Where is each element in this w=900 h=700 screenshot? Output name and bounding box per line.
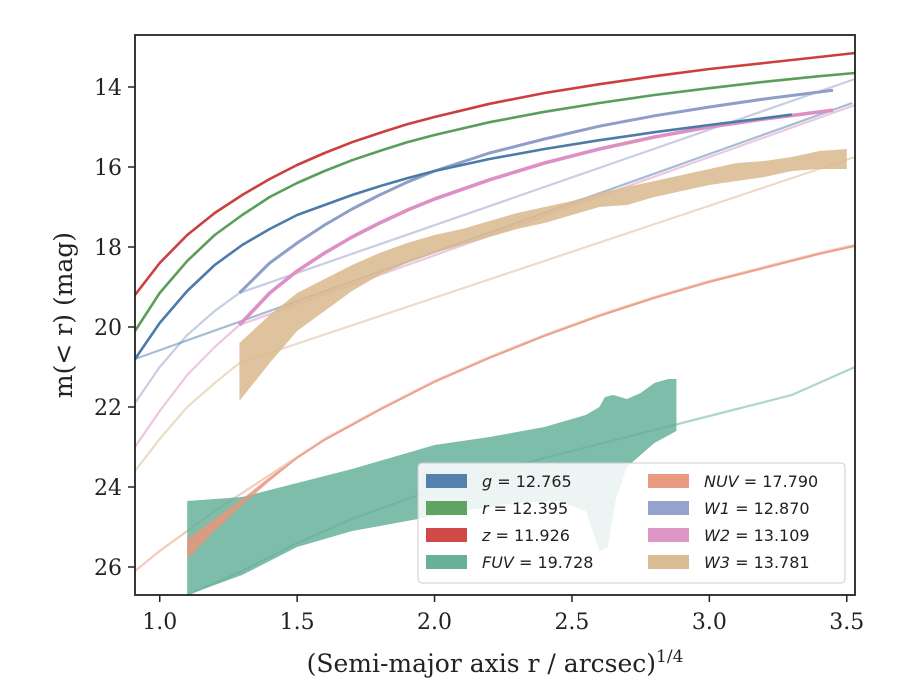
y-axis-label: m(< r) (mag) xyxy=(49,232,78,398)
legend-series-name: W2 xyxy=(704,526,730,545)
legend-swatch-z xyxy=(426,528,467,542)
axes-frame xyxy=(134,34,856,596)
x-axis-label: (Semi-major axis r / arcsec)1/4 xyxy=(307,647,684,678)
legend-series-value: = 12.870 xyxy=(730,499,810,518)
legend-swatch-w3 xyxy=(648,555,689,569)
legend-series-name: FUV xyxy=(482,553,515,572)
legend-label-w2: W2 = 13.109 xyxy=(704,526,810,545)
x-tick-label: 1.0 xyxy=(142,610,177,635)
y-tick-label: 14 xyxy=(94,76,122,101)
legend-series-value: = 11.926 xyxy=(490,526,570,545)
legend-swatch-w2 xyxy=(648,528,689,542)
x-axis-label-text: (Semi-major axis r / arcsec) xyxy=(307,649,656,678)
legend-series-name: z xyxy=(481,526,491,545)
legend-swatch-nuv xyxy=(648,474,689,488)
axis-ticks: 1.0 1.5 2.0 2.5 3.0 3.5 14 16 18 20 22 24 26 xyxy=(94,76,864,635)
legend-series-value: = 19.728 xyxy=(514,553,594,572)
legend-series-value: = 13.109 xyxy=(730,526,810,545)
legend-label-w3: W3 = 13.781 xyxy=(704,553,810,572)
legend-series-value: = 13.781 xyxy=(730,553,810,572)
legend-series-name: g xyxy=(482,472,492,491)
x-tick-label: 2.5 xyxy=(554,610,589,635)
legend-swatch-r xyxy=(426,501,467,515)
legend-series-value: = 12.765 xyxy=(492,472,572,491)
legend-series-name: r xyxy=(482,499,490,518)
legend-swatch-fuv xyxy=(426,555,467,569)
legend-series-value: = 17.790 xyxy=(739,472,819,491)
legend-box xyxy=(417,462,846,584)
g-profile-line xyxy=(135,113,792,360)
y-tick-label: 26 xyxy=(94,556,122,581)
legend-label-w1: W1 = 12.870 xyxy=(704,499,810,518)
legend-series-name: NUV xyxy=(704,472,740,491)
x-axis-label-superscript: 1/4 xyxy=(656,647,683,667)
y-tick-label: 16 xyxy=(94,156,122,181)
y-tick-label: 18 xyxy=(94,236,122,261)
legend-swatch-w1 xyxy=(648,501,689,515)
legend-label-z: z = 11.926 xyxy=(481,526,570,545)
legend-series-name: W3 xyxy=(704,553,730,572)
y-tick-label: 24 xyxy=(94,476,122,501)
x-tick-label: 3.0 xyxy=(692,610,727,635)
w1-extrapolation-line xyxy=(135,77,855,404)
legend-label-g: g = 12.765 xyxy=(482,472,572,491)
w3-profile-band xyxy=(239,149,847,401)
y-tick-label: 20 xyxy=(94,316,122,341)
legend-series-name: W1 xyxy=(704,499,730,518)
z-profile-line xyxy=(135,51,855,296)
legend-label-r: r = 12.395 xyxy=(482,499,568,518)
x-tick-label: 1.5 xyxy=(280,610,315,635)
legend-swatch-g xyxy=(426,474,467,488)
legend-series-value: = 12.395 xyxy=(489,499,569,518)
w3-extrapolation-line xyxy=(135,155,855,472)
y-tick-label: 22 xyxy=(94,396,122,421)
legend-label-fuv: FUV = 19.728 xyxy=(482,553,593,572)
legend-label-nuv: NUV = 17.790 xyxy=(704,472,818,491)
x-tick-label: 3.5 xyxy=(829,610,864,635)
w2-profile-line xyxy=(238,108,834,327)
r-profile-line xyxy=(135,71,855,332)
x-tick-label: 2.0 xyxy=(417,610,452,635)
